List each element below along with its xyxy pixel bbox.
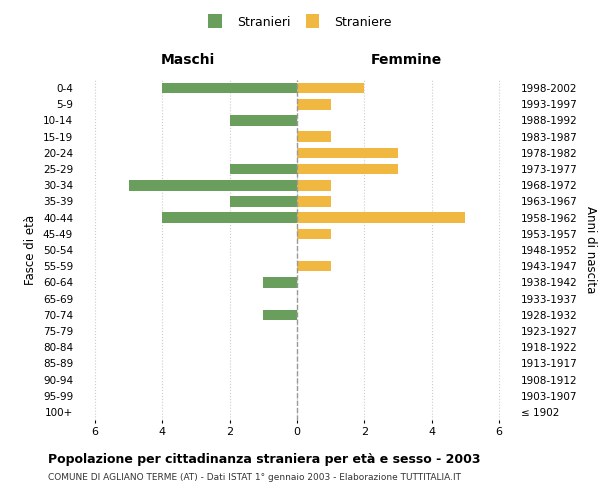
Y-axis label: Fasce di età: Fasce di età	[25, 215, 37, 285]
Bar	[128, 180, 297, 190]
Y-axis label: Anni di nascita: Anni di nascita	[584, 206, 597, 294]
Bar	[297, 99, 331, 110]
Bar	[297, 83, 364, 94]
Legend: Stranieri, Straniere: Stranieri, Straniere	[205, 11, 395, 32]
Bar	[297, 148, 398, 158]
Bar	[162, 212, 297, 223]
Bar	[297, 132, 331, 142]
Bar	[297, 212, 466, 223]
Bar	[230, 164, 297, 174]
Text: Popolazione per cittadinanza straniera per età e sesso - 2003: Popolazione per cittadinanza straniera p…	[48, 452, 481, 466]
Bar	[263, 310, 297, 320]
Bar	[230, 115, 297, 126]
Bar	[162, 83, 297, 94]
Text: Maschi: Maschi	[160, 53, 215, 67]
Bar	[230, 196, 297, 206]
Bar	[263, 277, 297, 287]
Bar	[297, 164, 398, 174]
Bar	[297, 261, 331, 272]
Text: COMUNE DI AGLIANO TERME (AT) - Dati ISTAT 1° gennaio 2003 - Elaborazione TUTTITA: COMUNE DI AGLIANO TERME (AT) - Dati ISTA…	[48, 472, 461, 482]
Bar	[297, 228, 331, 239]
Bar	[297, 180, 331, 190]
Bar	[297, 196, 331, 206]
Text: Femmine: Femmine	[371, 53, 442, 67]
